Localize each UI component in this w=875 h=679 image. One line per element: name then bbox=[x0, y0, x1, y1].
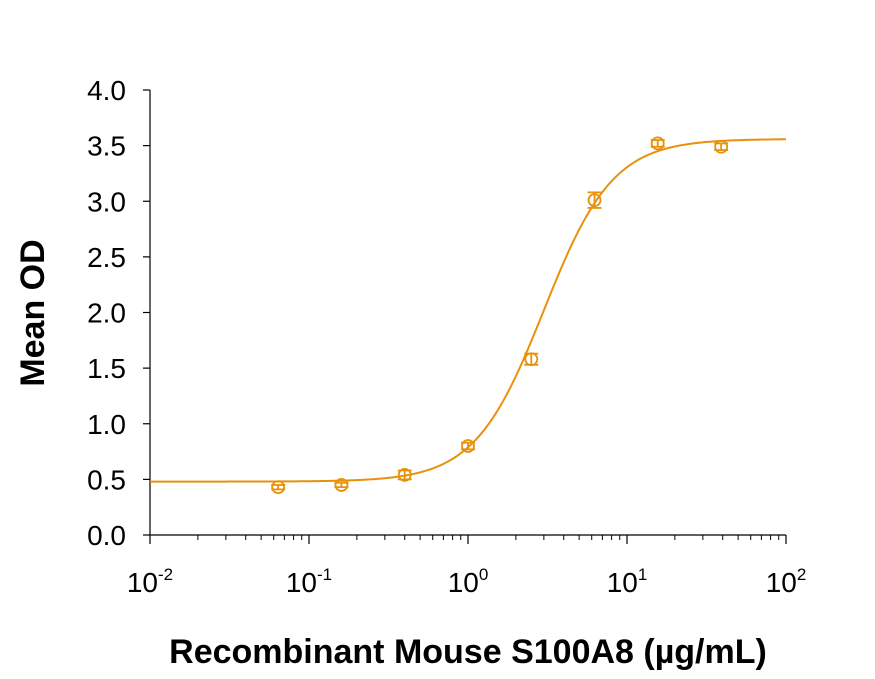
x-tick-label: 100 bbox=[448, 565, 489, 598]
y-tick-label: 2.5 bbox=[87, 242, 126, 273]
y-tick-label: 3.0 bbox=[87, 186, 126, 217]
point-marker bbox=[397, 468, 412, 482]
axes bbox=[143, 89, 787, 544]
x-tick-label: 10-1 bbox=[286, 565, 332, 598]
data-point bbox=[524, 352, 539, 367]
y-tick-label: 2.0 bbox=[87, 298, 126, 329]
x-tick-label: 101 bbox=[607, 565, 648, 598]
data-point bbox=[334, 478, 349, 492]
data-point bbox=[650, 136, 665, 151]
data-point bbox=[714, 139, 729, 154]
data-point bbox=[587, 191, 602, 209]
point-marker bbox=[650, 136, 665, 151]
y-tick-label: 0.0 bbox=[87, 520, 126, 551]
x-tick-label: 10-2 bbox=[127, 565, 173, 598]
point-marker bbox=[587, 193, 602, 208]
data-point bbox=[397, 468, 412, 482]
y-tick-labels: 0.0 0.5 1.0 1.5 2.0 2.5 3.0 3.5 4.0 bbox=[87, 75, 126, 551]
x-tick-labels: 10-2 10-1 100 101 102 bbox=[127, 565, 806, 598]
point-marker bbox=[524, 352, 539, 367]
point-marker bbox=[461, 439, 475, 453]
data-point bbox=[271, 480, 286, 495]
y-tick-label: 1.5 bbox=[87, 353, 126, 384]
point-marker bbox=[714, 139, 729, 154]
y-tick-label: 0.5 bbox=[87, 464, 126, 495]
y-axis-title: Mean OD bbox=[14, 239, 52, 386]
x-tick-label: 102 bbox=[766, 565, 807, 598]
data-points bbox=[271, 136, 729, 495]
y-tick-label: 3.5 bbox=[87, 131, 126, 162]
data-point bbox=[461, 439, 475, 453]
fit-curve bbox=[150, 138, 787, 483]
y-tick-label: 4.0 bbox=[87, 75, 126, 106]
x-axis-title: Recombinant Mouse S100A8 (µg/mL) bbox=[169, 633, 767, 671]
y-tick-label: 1.0 bbox=[87, 409, 126, 440]
point-marker bbox=[334, 478, 349, 492]
point-marker bbox=[271, 480, 286, 495]
